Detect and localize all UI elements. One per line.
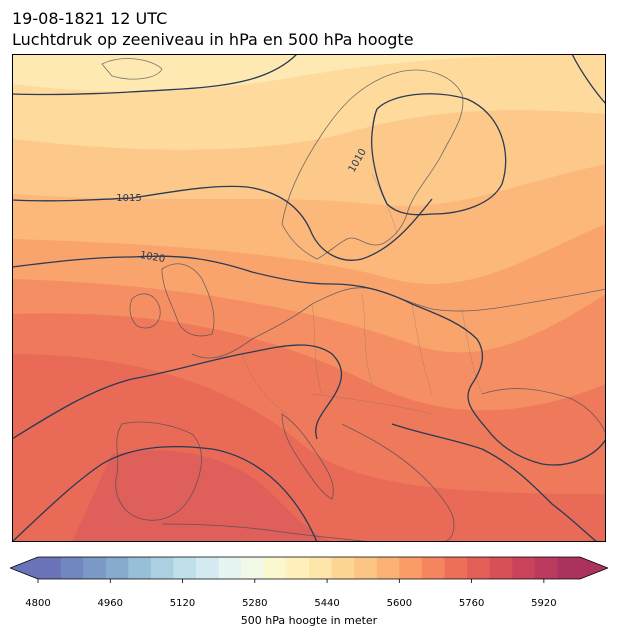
- colorbar-cell: [534, 557, 558, 579]
- colorbar-cell: [218, 557, 242, 579]
- coast-mediterranean: [161, 523, 373, 542]
- colorbar-cell: [196, 557, 220, 579]
- colorbar-cell: [83, 557, 107, 579]
- isobar-1010: [371, 93, 507, 216]
- coast-ireland: [129, 293, 161, 329]
- colorbar-cell: [512, 557, 536, 579]
- coastlines: [101, 58, 606, 542]
- colorbar-cell: [38, 557, 62, 579]
- colorbar-cell: [309, 557, 333, 579]
- height-band-9: [72, 450, 332, 542]
- isobar-1020: [12, 255, 606, 466]
- colorbar-cell: [331, 557, 355, 579]
- isobars: [12, 54, 606, 542]
- colorbar-cell: [286, 557, 310, 579]
- colorbar-tick-label: 5920: [531, 598, 557, 609]
- map-frame: [12, 54, 606, 542]
- coast-iceland: [101, 58, 163, 80]
- colorbar-cell: [467, 557, 491, 579]
- colorbar-tick-label: 5600: [386, 598, 413, 609]
- coast-iberia: [115, 421, 202, 521]
- colorbar-tick-label: 5280: [242, 598, 268, 609]
- isobar-south: [12, 446, 318, 542]
- colorbar: [10, 556, 608, 583]
- colorbar-cell: [60, 557, 84, 579]
- isobar-right-edge: [571, 54, 606, 105]
- colorbar-tick-label: 4960: [97, 598, 123, 609]
- colorbar-cell: [173, 557, 197, 579]
- colorbar-cell: [354, 557, 378, 579]
- coast-balkans: [341, 423, 455, 542]
- colorbar-cell: [150, 557, 174, 579]
- colorbar-tick-label: 5440: [314, 598, 340, 609]
- colorbar-cell: [376, 557, 400, 579]
- colorbar-cell: [444, 557, 468, 579]
- coast-british-isles: [161, 263, 215, 337]
- colorbar-tick-marks: [37, 579, 545, 583]
- colorbar-tick-label: 5760: [458, 598, 485, 609]
- isobar-1015: [12, 185, 433, 261]
- colorbar-cells: [38, 557, 581, 579]
- colorbar-cell: [557, 557, 581, 579]
- colorbar-cell: [399, 557, 423, 579]
- coast-black-sea: [481, 388, 606, 435]
- colorbar-cell: [489, 557, 513, 579]
- colorbar-extend-right: [580, 557, 608, 579]
- colorbar-cell: [241, 557, 265, 579]
- isobar-top-left: [12, 54, 298, 96]
- map-title-datetime: 19-08-1821 12 UTC: [12, 9, 168, 28]
- colorbar-extend-left: [10, 557, 38, 579]
- contour-label-1020: 1020: [139, 250, 166, 265]
- colorbar-cell: [105, 557, 129, 579]
- weather-map: 1010 1015 1020: [12, 54, 606, 542]
- isobar-east: [391, 423, 598, 542]
- colorbar-tick-label: 5120: [169, 598, 196, 609]
- colorbar-cell: [128, 557, 152, 579]
- coast-italy: [281, 413, 334, 500]
- colorbar-cell: [263, 557, 287, 579]
- map-title-description: Luchtdruk op zeeniveau in hPa en 500 hPa…: [12, 30, 414, 49]
- contour-label-1015: 1015: [116, 193, 141, 204]
- isobar-1025: [12, 344, 343, 440]
- colorbar-tick-label: 4800: [25, 598, 51, 609]
- country-borders: [241, 173, 483, 415]
- coast-scandinavia: [281, 69, 464, 260]
- colorbar-label: 500 hPa hoogte in meter: [240, 614, 378, 627]
- colorbar-cell: [421, 557, 445, 579]
